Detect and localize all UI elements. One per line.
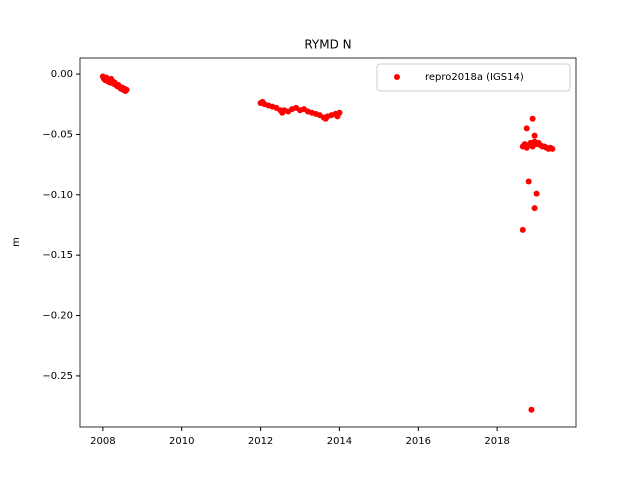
y-axis-label: m (11, 237, 22, 247)
y-tick-label: −0.20 (42, 311, 73, 322)
data-point (123, 86, 130, 93)
y-tick-label: −0.15 (42, 250, 73, 261)
data-point (523, 125, 530, 132)
data-point (531, 205, 538, 212)
data-point (533, 190, 540, 197)
legend-marker (394, 74, 400, 80)
y-tick-label: 0.00 (51, 69, 73, 80)
y-tick-label: −0.10 (42, 190, 73, 201)
data-point (528, 406, 535, 413)
legend: repro2018a (IGS14) (376, 63, 571, 92)
x-tick-label: 2014 (327, 436, 352, 447)
x-tick-label: 2008 (90, 436, 115, 447)
plot-frame (79, 57, 577, 428)
data-point (549, 145, 556, 152)
data-point (531, 132, 538, 139)
x-tick-label: 2016 (406, 436, 431, 447)
y-tick-label: −0.25 (42, 371, 73, 382)
x-tick-label: 2012 (248, 436, 273, 447)
data-point (529, 115, 536, 122)
legend-label: repro2018a (IGS14) (425, 72, 524, 83)
chart-title: RYMD N (304, 38, 351, 52)
data-point (519, 226, 526, 233)
x-tick-label: 2010 (169, 436, 194, 447)
y-tick-label: −0.05 (42, 129, 73, 140)
data-point (525, 178, 532, 185)
data-point (336, 109, 343, 116)
legend-box (376, 63, 571, 92)
x-tick-label: 2018 (484, 436, 509, 447)
